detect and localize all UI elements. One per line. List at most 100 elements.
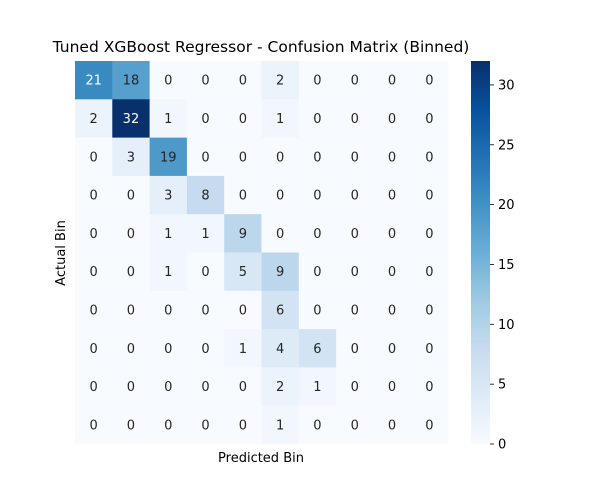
cell-value-label: 0 [90, 418, 98, 433]
heatmap-cell [373, 329, 412, 368]
cell-value-label: 0 [127, 342, 135, 357]
cell-value-label: 3 [164, 189, 172, 204]
heatmap-cell [298, 252, 337, 292]
colorbar-tick-label: 15 [498, 258, 515, 273]
heatmap-cell [410, 290, 449, 330]
cell-value-label: 0 [313, 74, 321, 89]
heatmap-cell [224, 252, 262, 292]
heatmap-cell [224, 367, 262, 407]
heatmap-cell [112, 252, 150, 292]
cell-value-label: 0 [388, 265, 396, 280]
heatmap-cell [261, 175, 300, 215]
heatmap-cell [224, 329, 262, 368]
heatmap-cell [261, 99, 300, 138]
heatmap-cell [224, 61, 262, 100]
cell-value-label: 0 [388, 418, 396, 433]
heatmap-cell [186, 329, 225, 368]
heatmap-cell [336, 137, 374, 177]
heatmap-cell [186, 175, 225, 215]
cell-value-label: 4 [276, 342, 284, 357]
heatmap-cell [224, 99, 262, 138]
heatmap-cell [261, 290, 300, 330]
heatmap-cell [336, 214, 374, 253]
heatmap-cell [149, 175, 188, 215]
heatmap-cell [410, 329, 449, 368]
heatmap-cell [261, 137, 300, 177]
cell-value-label: 0 [313, 189, 321, 204]
heatmap-cell [224, 290, 262, 330]
heatmap-cell [186, 137, 225, 177]
heatmap-cell [261, 405, 300, 445]
heatmap-cell [410, 214, 449, 253]
heatmap-cell [373, 214, 412, 253]
heatmap-cell [149, 367, 188, 407]
heatmap-cell [75, 61, 113, 100]
heatmap-cell [410, 367, 449, 407]
cell-value-label: 0 [313, 303, 321, 318]
colorbar-tick-label: 5 [498, 378, 506, 393]
cell-value-label: 2 [276, 74, 284, 89]
cell-value-label: 0 [90, 380, 98, 395]
heatmap-cell [224, 214, 262, 253]
cell-value-label: 0 [351, 150, 359, 165]
heatmap-cell [112, 175, 150, 215]
cell-value-label: 0 [425, 74, 433, 89]
cell-value-label: 0 [239, 418, 247, 433]
heatmap-cell [298, 367, 337, 407]
heatmap-cell [149, 329, 188, 368]
cell-value-label: 0 [425, 303, 433, 318]
cell-value-label: 1 [164, 112, 172, 127]
heatmap-cell [186, 214, 225, 253]
cell-value-label: 0 [425, 342, 433, 357]
cell-value-label: 0 [276, 227, 284, 242]
heatmap-cell [149, 61, 188, 100]
cell-value-label: 6 [276, 303, 284, 318]
heatmap-cell [336, 290, 374, 330]
heatmap-cell [112, 329, 150, 368]
cell-value-label: 0 [127, 265, 135, 280]
heatmap-cell [410, 99, 449, 138]
cell-value-label: 1 [201, 227, 209, 242]
cell-value-label: 0 [388, 112, 396, 127]
cell-value-label: 0 [239, 189, 247, 204]
heatmap-cell [373, 367, 412, 407]
cell-value-label: 0 [201, 303, 209, 318]
heatmap-cell [112, 99, 150, 138]
cell-value-label: 21 [85, 74, 102, 89]
heatmap-cell [112, 405, 150, 445]
cell-value-label: 0 [425, 150, 433, 165]
cell-value-label: 0 [164, 380, 172, 395]
heatmap-cell [336, 329, 374, 368]
cell-value-label: 0 [351, 227, 359, 242]
cell-value-label: 0 [313, 112, 321, 127]
cell-value-label: 0 [239, 112, 247, 127]
colorbar-tick-label: 20 [498, 198, 515, 213]
heatmap-cell [373, 99, 412, 138]
heatmap-cell [149, 137, 188, 177]
cell-value-label: 0 [90, 150, 98, 165]
cell-value-label: 0 [90, 227, 98, 242]
heatmap-cell [149, 405, 188, 445]
heatmap-cell [149, 252, 188, 292]
heatmap-cell [149, 99, 188, 138]
cell-value-label: 0 [351, 74, 359, 89]
heatmap-cell [410, 405, 449, 445]
cell-value-label: 0 [201, 74, 209, 89]
cell-value-label: 0 [90, 265, 98, 280]
cell-value-label: 0 [239, 74, 247, 89]
cell-value-label: 0 [127, 189, 135, 204]
heatmap-cell [261, 61, 300, 100]
chart-title: Tuned XGBoost Regressor - Confusion Matr… [52, 38, 470, 56]
cell-value-label: 0 [425, 265, 433, 280]
cell-value-label: 0 [164, 74, 172, 89]
cell-value-label: 3 [127, 150, 135, 165]
cell-value-label: 32 [123, 112, 140, 127]
heatmap-cell [410, 252, 449, 292]
heatmap-cell [336, 367, 374, 407]
cell-value-label: 0 [127, 418, 135, 433]
cell-value-label: 0 [425, 112, 433, 127]
cell-value-label: 0 [388, 227, 396, 242]
heatmap-cell [75, 214, 113, 253]
colorbar [471, 61, 490, 444]
heatmap-cell [410, 175, 449, 215]
